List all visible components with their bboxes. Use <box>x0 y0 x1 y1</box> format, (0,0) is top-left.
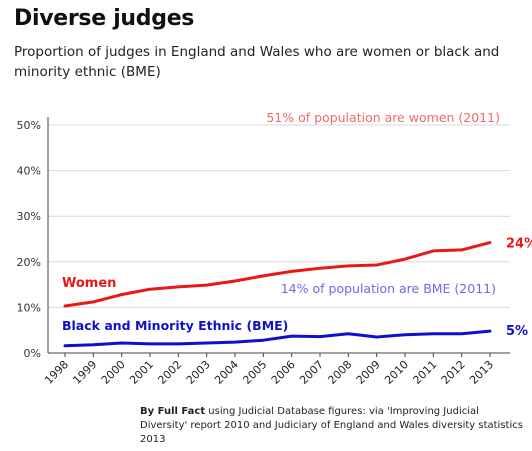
source-text: using Judicial Database figures: via 'Im… <box>140 406 523 445</box>
women-population-annotation: 51% of population are women (2011) <box>266 110 500 125</box>
y-tick-label: 50% <box>17 119 41 132</box>
x-tick-label: 2005 <box>240 358 269 387</box>
x-tick-label: 2002 <box>155 358 184 387</box>
y-axis-ticks: 0% 10% 20% 30% 40% 50% <box>17 119 41 360</box>
x-tick-label: 2001 <box>127 358 156 387</box>
x-tick-label: 2010 <box>382 358 411 387</box>
women-end-label: 24% <box>506 237 532 252</box>
x-tick-label: 1998 <box>42 358 71 387</box>
x-tick-label: 2000 <box>99 358 128 387</box>
y-tick-label: 40% <box>17 165 41 178</box>
x-tick-label: 2003 <box>184 358 213 387</box>
x-tick-label: 2009 <box>354 358 383 387</box>
women-series-label: Women <box>62 276 116 291</box>
x-tick-label: 2012 <box>439 358 468 387</box>
bme-population-annotation: 14% of population are BME (2011) <box>281 281 496 296</box>
women-line <box>63 241 492 308</box>
y-tick-label: 30% <box>17 210 41 223</box>
y-tick-label: 10% <box>17 301 41 314</box>
chart-subtitle: Proportion of judges in England and Wale… <box>14 44 500 80</box>
chart-labels: Women Black and Minority Ethnic (BME) 24% 5… <box>62 110 532 339</box>
bme-series-label: Black and Minority Ethnic (BME) <box>62 318 288 333</box>
chart-title: Diverse judges <box>14 6 195 31</box>
y-tick-label: 20% <box>17 256 41 269</box>
bme-line <box>63 329 492 348</box>
series-lines <box>63 241 492 348</box>
source-note: By Full Fact using Judicial Database fig… <box>140 405 525 447</box>
x-tick-label: 2007 <box>297 358 326 387</box>
x-tick-label: 1999 <box>70 358 99 387</box>
bme-end-label: 5% <box>506 324 528 339</box>
x-tick-label: 2006 <box>269 358 298 387</box>
x-tick-label: 2004 <box>212 358 241 387</box>
source-author: By Full Fact <box>140 406 206 417</box>
x-axis-ticks: 1998 1999 2000 2001 2002 2003 2004 2005 2006 2007… <box>42 353 496 387</box>
x-tick-label: 2013 <box>467 358 496 387</box>
x-tick-label: 2011 <box>410 358 439 387</box>
x-tick-label: 2008 <box>325 358 354 387</box>
y-tick-label: 0% <box>24 347 41 360</box>
